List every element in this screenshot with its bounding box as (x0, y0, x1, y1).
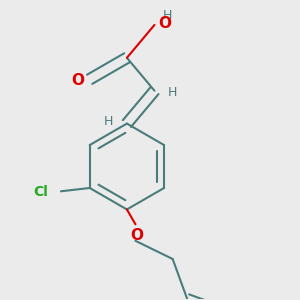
Text: H: H (163, 9, 172, 22)
Text: H: H (104, 116, 113, 128)
Text: O: O (158, 16, 171, 31)
Text: O: O (72, 74, 85, 88)
Text: H: H (168, 86, 177, 99)
Text: Cl: Cl (33, 185, 48, 199)
Text: O: O (130, 228, 144, 243)
